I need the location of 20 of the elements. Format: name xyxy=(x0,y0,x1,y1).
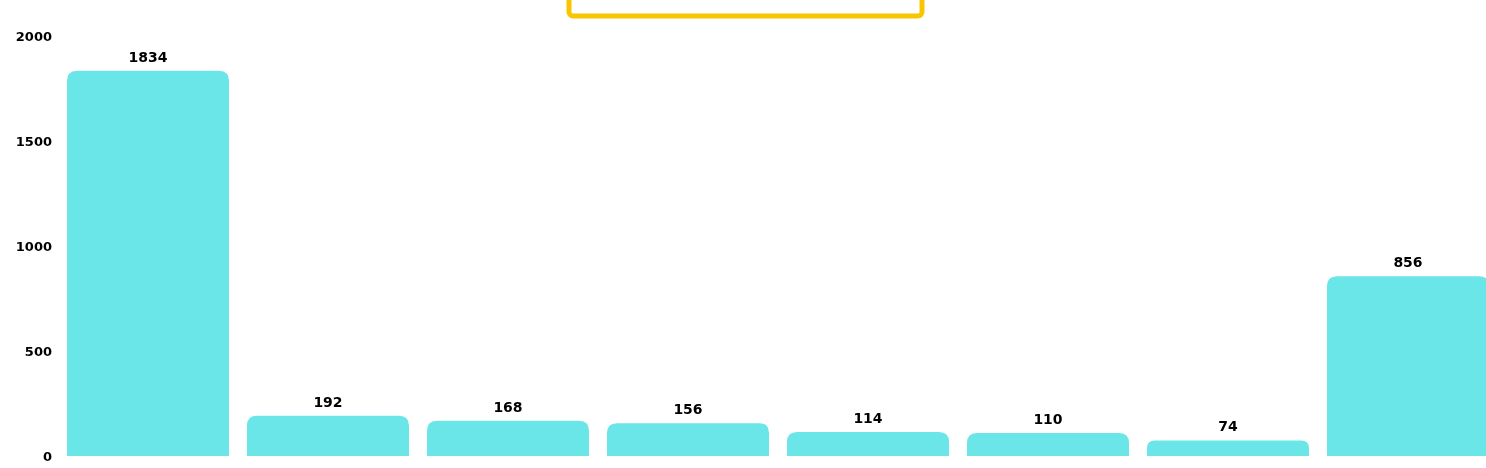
y-tick-label: 0 xyxy=(42,448,52,464)
data-label: 110 xyxy=(1033,410,1063,427)
bar xyxy=(1147,440,1309,456)
bar xyxy=(967,432,1129,456)
data-label: 856 xyxy=(1393,254,1423,271)
bar xyxy=(67,70,229,456)
y-tick-label: 2000 xyxy=(15,28,52,44)
y-tick-label: 500 xyxy=(24,343,52,359)
data-label: 114 xyxy=(853,410,883,427)
bar xyxy=(787,432,949,456)
data-label: 1834 xyxy=(128,48,168,65)
data-label: 192 xyxy=(313,393,343,410)
bar xyxy=(247,415,409,456)
data-label: 156 xyxy=(673,401,703,418)
data-label: 168 xyxy=(493,398,523,415)
bar xyxy=(427,420,589,456)
y-tick-label: 1500 xyxy=(15,133,52,149)
data-label: 74 xyxy=(1218,418,1238,435)
bar xyxy=(607,423,769,456)
y-tick-label: 1000 xyxy=(15,238,52,254)
